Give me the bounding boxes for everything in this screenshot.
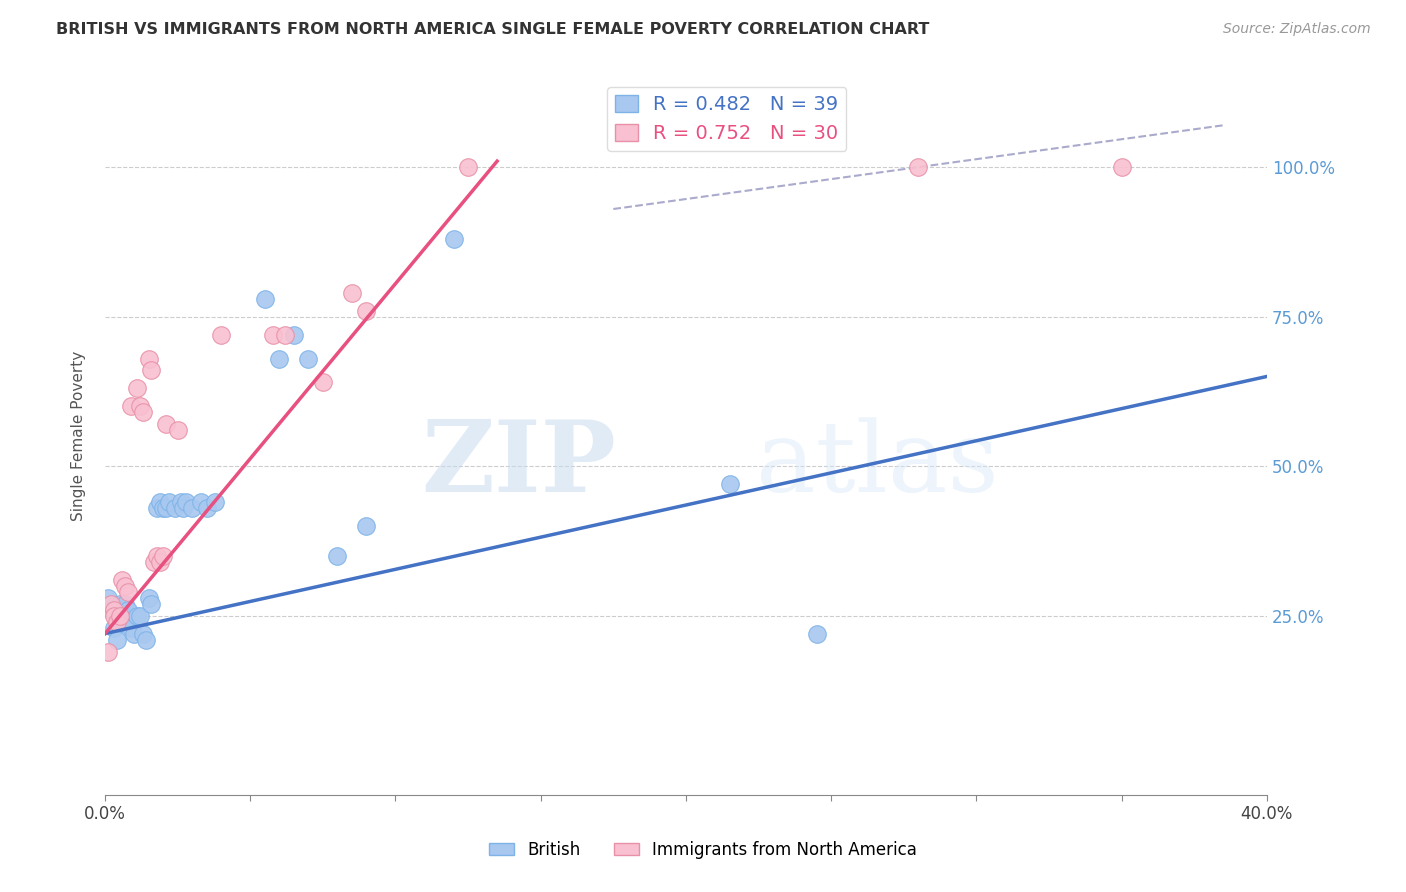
Point xyxy=(103,608,125,623)
Point xyxy=(195,501,218,516)
Point xyxy=(125,381,148,395)
Point xyxy=(111,573,134,587)
Point xyxy=(141,363,163,377)
Point xyxy=(149,495,172,509)
Point xyxy=(114,579,136,593)
Legend: British, Immigrants from North America: British, Immigrants from North America xyxy=(482,835,924,866)
Point xyxy=(117,602,139,616)
Point xyxy=(718,477,741,491)
Point xyxy=(111,615,134,629)
Point xyxy=(132,626,155,640)
Point xyxy=(108,597,131,611)
Point xyxy=(340,285,363,300)
Point xyxy=(176,495,198,509)
Point xyxy=(457,160,479,174)
Point xyxy=(128,608,150,623)
Point xyxy=(138,591,160,605)
Text: atlas: atlas xyxy=(755,417,998,513)
Point xyxy=(806,626,828,640)
Point xyxy=(143,555,166,569)
Point xyxy=(209,327,232,342)
Point xyxy=(97,644,120,658)
Point xyxy=(181,501,204,516)
Point xyxy=(152,549,174,563)
Point xyxy=(141,597,163,611)
Text: Source: ZipAtlas.com: Source: ZipAtlas.com xyxy=(1223,22,1371,37)
Y-axis label: Single Female Poverty: Single Female Poverty xyxy=(72,351,86,522)
Point xyxy=(157,495,180,509)
Legend: R = 0.482   N = 39, R = 0.752   N = 30: R = 0.482 N = 39, R = 0.752 N = 30 xyxy=(607,87,846,151)
Point xyxy=(105,632,128,647)
Point xyxy=(283,327,305,342)
Point xyxy=(117,584,139,599)
Point xyxy=(172,501,194,516)
Point xyxy=(443,232,465,246)
Point xyxy=(190,495,212,509)
Point xyxy=(204,495,226,509)
Point xyxy=(907,160,929,174)
Point xyxy=(253,292,276,306)
Point xyxy=(146,549,169,563)
Point xyxy=(122,626,145,640)
Point xyxy=(125,608,148,623)
Point xyxy=(274,327,297,342)
Point xyxy=(356,303,378,318)
Point xyxy=(326,549,349,563)
Point xyxy=(97,591,120,605)
Point xyxy=(103,602,125,616)
Text: BRITISH VS IMMIGRANTS FROM NORTH AMERICA SINGLE FEMALE POVERTY CORRELATION CHART: BRITISH VS IMMIGRANTS FROM NORTH AMERICA… xyxy=(56,22,929,37)
Point xyxy=(128,400,150,414)
Point xyxy=(100,597,122,611)
Text: ZIP: ZIP xyxy=(422,417,616,514)
Point xyxy=(269,351,291,366)
Point xyxy=(149,555,172,569)
Point xyxy=(262,327,284,342)
Point xyxy=(152,501,174,516)
Point xyxy=(103,621,125,635)
Point xyxy=(163,501,186,516)
Point xyxy=(105,615,128,629)
Point xyxy=(108,608,131,623)
Point xyxy=(1111,160,1133,174)
Point xyxy=(138,351,160,366)
Point xyxy=(120,400,142,414)
Point xyxy=(356,519,378,533)
Point xyxy=(155,501,177,516)
Point xyxy=(312,376,335,390)
Point xyxy=(169,495,191,509)
Point xyxy=(146,501,169,516)
Point xyxy=(155,417,177,432)
Point xyxy=(297,351,319,366)
Point xyxy=(108,608,131,623)
Point xyxy=(166,423,188,437)
Point xyxy=(100,602,122,616)
Point xyxy=(120,621,142,635)
Point xyxy=(114,597,136,611)
Point xyxy=(132,405,155,419)
Point xyxy=(135,632,157,647)
